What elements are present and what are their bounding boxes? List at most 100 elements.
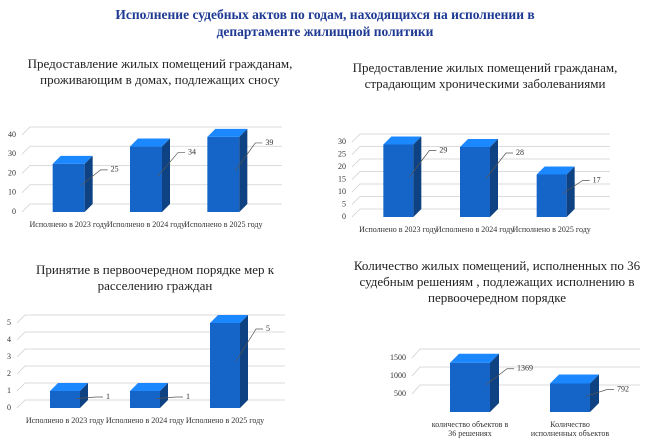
x-tick-label: Исполнено в 2023 году xyxy=(359,225,438,234)
grid-line xyxy=(16,399,285,409)
bar xyxy=(536,174,567,217)
y-tick-label: 0 xyxy=(7,403,11,412)
grid-line xyxy=(411,366,640,377)
y-tick-label: 3 xyxy=(7,352,11,361)
grid-line xyxy=(351,208,610,218)
leader-line xyxy=(157,152,185,177)
y-tick-label: 20 xyxy=(338,162,346,171)
y-tick-label: 15 xyxy=(338,174,346,183)
leader-line xyxy=(485,152,513,179)
x-tick-label: Исполнено в 2023 году xyxy=(29,220,108,229)
y-tick-label: 4 xyxy=(7,335,11,344)
leader-line xyxy=(485,368,514,386)
y-tick-label: 1000 xyxy=(390,371,406,380)
y-tick-label: 5 xyxy=(7,318,11,327)
value-label: 1369 xyxy=(517,364,533,373)
grid-line xyxy=(16,314,285,324)
bar-top xyxy=(130,138,170,147)
grid-line xyxy=(351,133,610,143)
bar-top xyxy=(50,383,88,391)
bar xyxy=(130,391,160,408)
value-label: 39 xyxy=(265,138,273,147)
value-label: 792 xyxy=(617,384,629,393)
grid-line xyxy=(21,165,282,174)
y-tick-label: 20 xyxy=(8,168,16,177)
x-tick-label: Исполнено в 2024 году xyxy=(435,225,515,234)
grid-line xyxy=(351,183,610,193)
y-tick-label: 30 xyxy=(338,137,346,146)
value-label: 28 xyxy=(516,148,524,157)
bar-side xyxy=(160,383,168,408)
x-tick-label: Исполнено в 2023 году xyxy=(25,416,105,425)
bar-side xyxy=(240,315,248,408)
y-tick-label: 25 xyxy=(338,149,346,158)
bar xyxy=(207,136,240,212)
y-tick-label: 1 xyxy=(7,386,11,395)
bar-top xyxy=(383,136,422,145)
y-tick-label: 0 xyxy=(342,212,346,221)
x-tick-label: Исполнено в 2025 году xyxy=(184,220,263,229)
leader-line xyxy=(562,180,590,194)
y-tick-label: 500 xyxy=(394,389,406,398)
leader-line xyxy=(80,169,108,186)
grid-line xyxy=(21,126,282,136)
x-tick-label: Количество исполненных объектов xyxy=(530,420,610,438)
y-tick-label: 0 xyxy=(12,207,16,216)
chart-title: Предоставление жилых помещений гражданам… xyxy=(27,56,293,87)
bar-side xyxy=(490,139,498,217)
grid-line xyxy=(411,384,640,395)
bar xyxy=(550,383,590,412)
value-label: 34 xyxy=(188,147,196,156)
x-tick-label: Исполнено в 2024 году xyxy=(106,220,186,229)
grid-line xyxy=(21,145,282,155)
bar-top xyxy=(460,139,498,147)
leader-line xyxy=(75,396,103,399)
bar-side xyxy=(239,128,248,212)
bar-side xyxy=(566,166,575,217)
grid-line xyxy=(16,331,285,341)
grid-line xyxy=(16,382,285,392)
grid-line xyxy=(16,365,285,375)
value-label: 1 xyxy=(106,392,110,401)
value-label: 25 xyxy=(111,165,119,174)
bar xyxy=(52,163,85,212)
value-label: 1 xyxy=(186,392,190,401)
bar-side xyxy=(413,136,422,217)
y-tick-label: 2 xyxy=(7,369,11,378)
grid-line xyxy=(351,171,610,180)
grid-line xyxy=(16,348,285,358)
y-tick-label: 1500 xyxy=(390,353,406,362)
y-tick-label: 5 xyxy=(342,199,346,208)
y-tick-label: 10 xyxy=(8,188,16,197)
bar xyxy=(210,323,240,408)
bar-top xyxy=(536,166,575,175)
x-tick-label: Исполнено в 2025 году xyxy=(512,225,591,234)
x-tick-label: количество объектов в 36 решениях xyxy=(431,420,509,438)
grid-line xyxy=(21,203,282,213)
x-tick-label: Исполнено в 2024 году xyxy=(105,416,185,425)
chart-title: Количество жилых помещений, исполненных … xyxy=(353,258,641,305)
bar-top xyxy=(130,383,168,391)
bar xyxy=(450,362,490,412)
slide-title: Исполнение судебных актов по годам, нахо… xyxy=(115,7,535,39)
bar xyxy=(50,391,80,408)
bar xyxy=(130,146,162,212)
grid-line xyxy=(411,348,640,359)
bar xyxy=(460,147,490,217)
chart-title: Принятие в первоочередном порядке мер к … xyxy=(35,262,275,293)
y-tick-label: 30 xyxy=(8,149,16,158)
leader-line xyxy=(235,142,263,171)
bar-top xyxy=(210,315,248,323)
chart-title: Предоставление жилых помещений гражданам… xyxy=(352,60,618,91)
grid-line xyxy=(351,158,610,168)
bar-side xyxy=(84,155,93,212)
y-tick-label: 10 xyxy=(338,187,346,196)
bar-top xyxy=(52,155,93,164)
grid-line xyxy=(351,146,610,155)
leader-line xyxy=(585,389,614,397)
x-tick-label: Исполнено в 2025 году xyxy=(185,416,265,425)
bar-side xyxy=(162,138,170,212)
bar-side xyxy=(80,383,88,408)
